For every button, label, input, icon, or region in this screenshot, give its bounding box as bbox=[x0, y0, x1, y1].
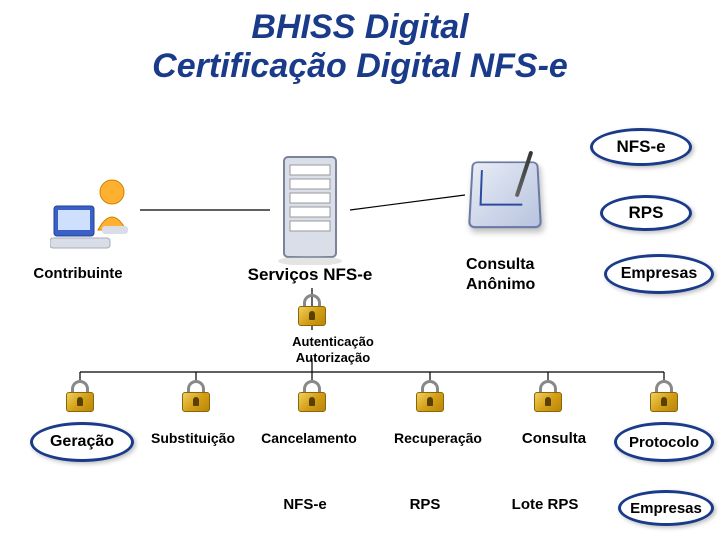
lock-icon bbox=[298, 294, 326, 326]
title-line2: Certificação Digital NFS-e bbox=[0, 47, 720, 86]
lock-icon bbox=[416, 380, 444, 412]
badge-empresas-bottom: Empresas bbox=[618, 490, 714, 526]
badge-geracao: Geração bbox=[30, 422, 134, 462]
label-servicos: Serviços NFS-e bbox=[210, 265, 410, 285]
lock-icon bbox=[534, 380, 562, 412]
title-line1: BHISS Digital bbox=[0, 8, 720, 47]
contribuinte-icon bbox=[50, 168, 140, 258]
label-rps-bottom: RPS bbox=[390, 496, 460, 513]
lock-icon bbox=[650, 380, 678, 412]
label-cancelamento: Cancelamento bbox=[244, 430, 374, 446]
label-consulta-anonimo-2: Anônimo bbox=[466, 276, 586, 294]
label-contribuinte: Contribuinte bbox=[18, 265, 138, 282]
tablet-icon bbox=[468, 161, 542, 228]
label-autenticacao: Autenticação bbox=[258, 334, 408, 349]
label-autorizacao: Autorização bbox=[258, 350, 408, 365]
label-loterps-bottom: Lote RPS bbox=[490, 496, 600, 513]
badge-empresas-right: Empresas bbox=[604, 254, 714, 294]
badge-nfse-top: NFS-e bbox=[590, 128, 692, 166]
label-recuperacao: Recuperação bbox=[378, 430, 498, 446]
lock-icon bbox=[298, 380, 326, 412]
label-nfse-bottom: NFS-e bbox=[260, 496, 350, 513]
badge-protocolo: Protocolo bbox=[614, 422, 714, 462]
label-substituicao: Substituição bbox=[138, 430, 248, 446]
label-consulta-anonimo-1: Consulta bbox=[466, 256, 586, 274]
page-title: BHISS Digital Certificação Digital NFS-e bbox=[0, 0, 720, 86]
lock-icon bbox=[182, 380, 210, 412]
server-icon bbox=[270, 155, 350, 265]
label-consulta: Consulta bbox=[504, 430, 604, 447]
badge-rps-top: RPS bbox=[600, 195, 692, 231]
lock-icon bbox=[66, 380, 94, 412]
